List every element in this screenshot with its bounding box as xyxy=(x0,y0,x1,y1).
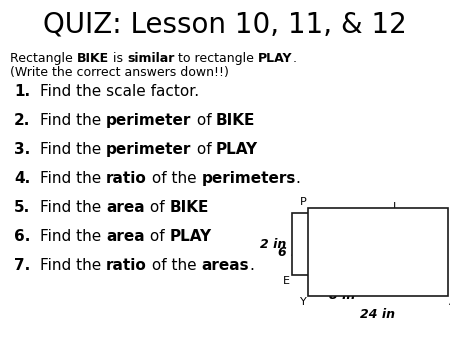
Text: perimeters: perimeters xyxy=(202,171,296,186)
Text: 6.: 6. xyxy=(14,229,31,244)
Text: of: of xyxy=(145,229,169,244)
Text: 7.: 7. xyxy=(14,258,30,273)
Text: of: of xyxy=(192,113,216,128)
Text: perimeter: perimeter xyxy=(106,142,192,157)
Text: .: . xyxy=(249,258,254,273)
Text: PLAY: PLAY xyxy=(169,229,211,244)
Text: perimeter: perimeter xyxy=(106,113,192,128)
Text: PLAY: PLAY xyxy=(216,142,258,157)
Text: ratio: ratio xyxy=(106,171,147,186)
Text: 8 in: 8 in xyxy=(329,289,355,302)
Text: of: of xyxy=(192,142,216,157)
Text: ratio: ratio xyxy=(106,258,147,273)
Text: BIKE: BIKE xyxy=(216,113,256,128)
Text: PLAY: PLAY xyxy=(258,52,292,65)
Text: Find the scale factor.: Find the scale factor. xyxy=(40,84,199,99)
Text: 4.: 4. xyxy=(14,171,30,186)
Text: QUIZ: Lesson 10, 11, & 12: QUIZ: Lesson 10, 11, & 12 xyxy=(43,10,407,38)
Text: Y: Y xyxy=(300,297,307,307)
Text: 24 in: 24 in xyxy=(360,308,396,321)
Text: 2.: 2. xyxy=(14,113,31,128)
Text: 5.: 5. xyxy=(14,200,30,215)
Text: Rectangle: Rectangle xyxy=(10,52,77,65)
Text: Find the: Find the xyxy=(40,113,106,128)
Text: BIKE: BIKE xyxy=(77,52,109,65)
Bar xyxy=(292,213,392,275)
Text: area: area xyxy=(106,200,145,215)
Text: 2 in: 2 in xyxy=(260,238,286,250)
Text: Find the: Find the xyxy=(40,200,106,215)
Text: Find the: Find the xyxy=(40,258,106,273)
Text: area: area xyxy=(106,229,145,244)
Text: 6 in: 6 in xyxy=(278,245,304,259)
Text: areas: areas xyxy=(202,258,249,273)
Text: E: E xyxy=(283,276,290,286)
Text: BIKE: BIKE xyxy=(169,200,209,215)
Text: P: P xyxy=(300,197,307,207)
Text: Find the: Find the xyxy=(40,229,106,244)
Text: 3.: 3. xyxy=(14,142,30,157)
Text: .: . xyxy=(296,171,301,186)
Text: of the: of the xyxy=(147,171,202,186)
Text: Find the: Find the xyxy=(40,142,106,157)
Text: I: I xyxy=(393,202,396,212)
Text: to rectangle: to rectangle xyxy=(174,52,258,65)
Text: similar: similar xyxy=(127,52,174,65)
Text: (Write the correct answers down!!): (Write the correct answers down!!) xyxy=(10,66,229,79)
Bar xyxy=(308,208,448,296)
Text: of the: of the xyxy=(147,258,202,273)
Text: Find the: Find the xyxy=(40,171,106,186)
Text: K: K xyxy=(393,276,400,286)
Text: of: of xyxy=(145,200,169,215)
Text: is: is xyxy=(109,52,127,65)
Text: L: L xyxy=(449,197,450,207)
Text: A: A xyxy=(449,297,450,307)
Text: 1.: 1. xyxy=(14,84,30,99)
Text: .: . xyxy=(292,52,297,65)
